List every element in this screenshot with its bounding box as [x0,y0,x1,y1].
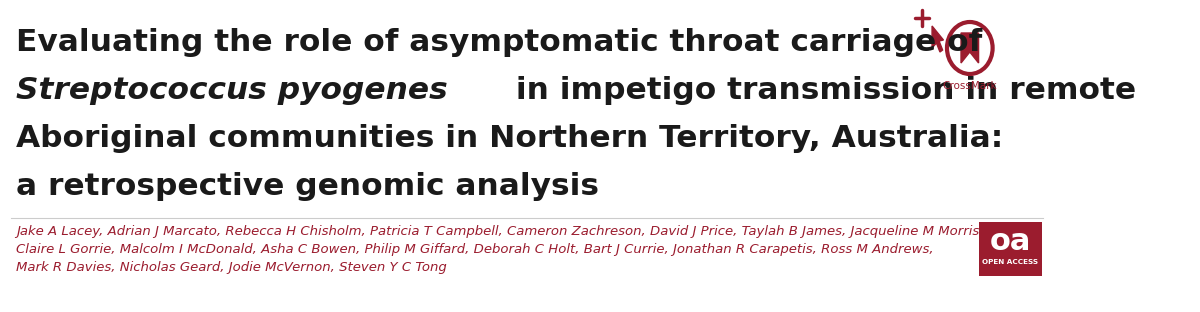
Text: Jake A Lacey, Adrian J Marcato, Rebecca H Chisholm, Patricia T Campbell, Cameron: Jake A Lacey, Adrian J Marcato, Rebecca … [16,225,983,238]
Text: oa: oa [990,227,1031,256]
Text: Mark R Davies, Nicholas Geard, Jodie McVernon, Steven Y C Tong: Mark R Davies, Nicholas Geard, Jodie McV… [16,261,446,274]
Text: OPEN ACCESS: OPEN ACCESS [982,259,1038,265]
Text: Aboriginal communities in Northern Territory, Australia:: Aboriginal communities in Northern Terri… [16,124,1003,153]
Polygon shape [932,26,943,52]
Text: Claire L Gorrie, Malcolm I McDonald, Asha C Bowen, Philip M Giffard, Deborah C H: Claire L Gorrie, Malcolm I McDonald, Ash… [16,243,934,256]
Polygon shape [961,33,978,63]
Text: Streptococcus pyogenes: Streptococcus pyogenes [16,76,448,105]
Text: Evaluating the role of asymptomatic throat carriage of: Evaluating the role of asymptomatic thro… [16,28,982,57]
FancyBboxPatch shape [978,222,1042,276]
Text: a retrospective genomic analysis: a retrospective genomic analysis [16,172,599,201]
Text: in impetigo transmission in remote: in impetigo transmission in remote [505,76,1136,105]
Text: CrossMark: CrossMark [942,81,997,91]
